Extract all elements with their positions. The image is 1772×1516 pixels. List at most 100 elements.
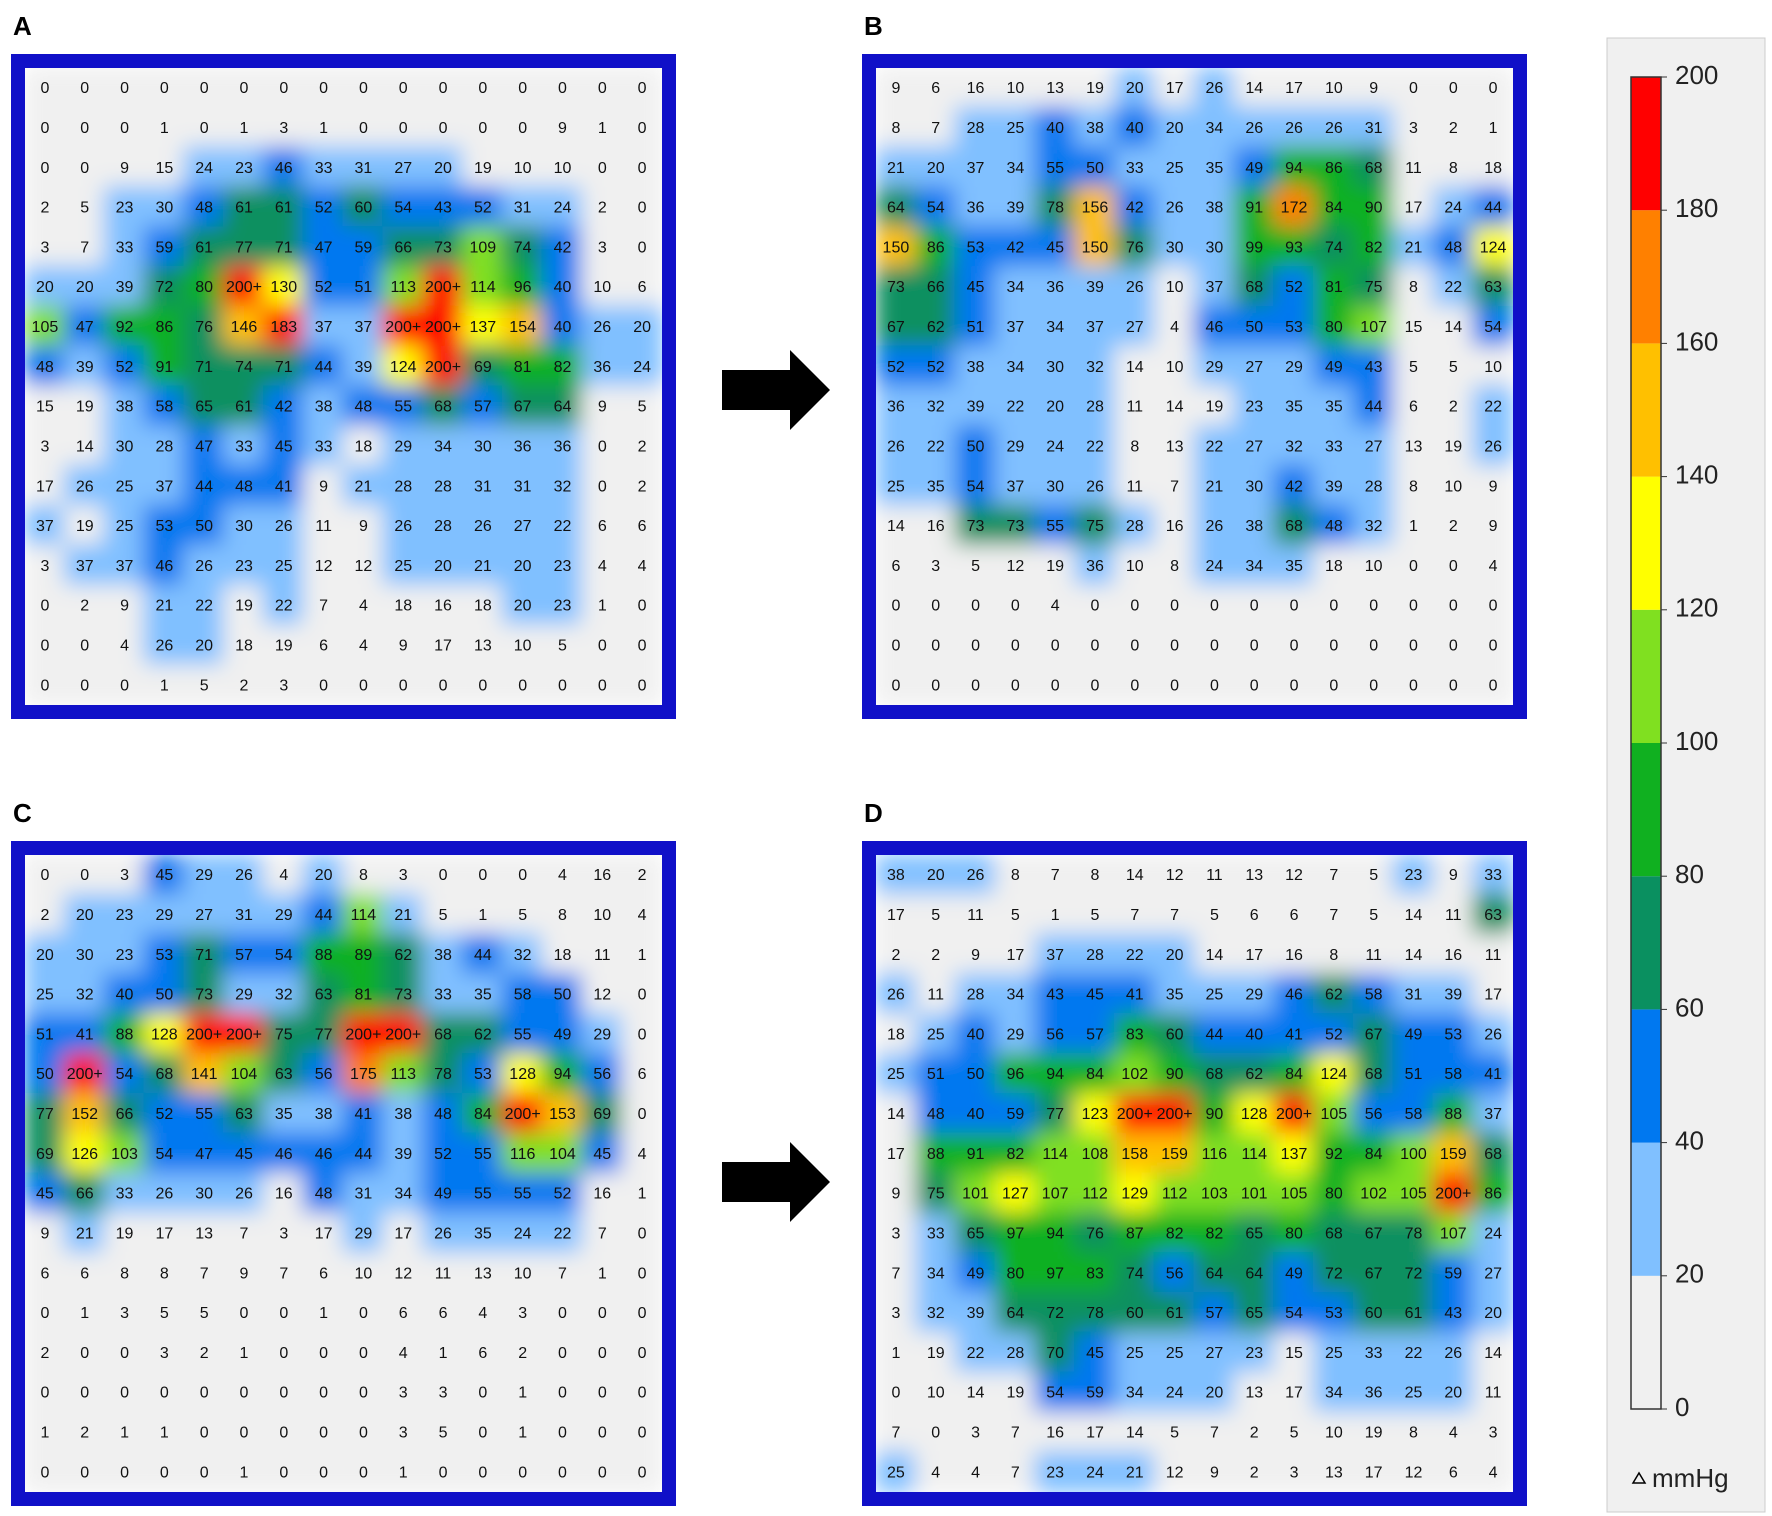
heat-cell <box>1273 1013 1315 1056</box>
heat-cell <box>302 664 345 705</box>
cell-value: 83 <box>1086 1265 1104 1282</box>
heat-cell <box>382 106 425 149</box>
cell-value: 23 <box>116 907 134 924</box>
cell-value: 0 <box>200 1464 209 1481</box>
heat-cell <box>63 1451 106 1492</box>
heat-cell <box>1233 465 1276 507</box>
heat-cell <box>382 664 425 705</box>
heat-cell <box>954 68 997 109</box>
cell-value: 10 <box>927 1385 945 1402</box>
cell-value: 28 <box>155 438 173 455</box>
cell-value: 128 <box>1241 1106 1268 1123</box>
heat-cell <box>25 1291 66 1334</box>
heat-cell <box>1034 855 1077 896</box>
heat-cell <box>262 1411 305 1454</box>
heat-cell <box>1392 1132 1435 1175</box>
heat-cell <box>1352 1371 1395 1414</box>
heat-cell <box>1392 1212 1435 1255</box>
cell-value: 3 <box>439 1385 448 1402</box>
heat-cell <box>63 106 106 149</box>
heat-cell <box>954 933 997 976</box>
heat-cell <box>143 68 186 109</box>
heat-cell <box>914 504 957 547</box>
heat-cell <box>461 266 504 308</box>
heat-cell <box>1352 1092 1395 1135</box>
cell-value: 0 <box>478 1425 487 1442</box>
heat-cell <box>581 1371 624 1414</box>
heat-cell <box>541 933 584 976</box>
cell-value: 0 <box>319 1385 328 1402</box>
heat-cell <box>954 305 997 348</box>
heat-cell <box>1312 226 1355 269</box>
heat-cell <box>1153 624 1196 667</box>
cell-value: 65 <box>195 399 213 416</box>
heat-cell <box>994 933 1037 976</box>
heat-cell <box>1432 855 1475 896</box>
cell-value: 7 <box>891 1265 900 1282</box>
cell-value: 86 <box>927 239 945 256</box>
cell-value: 55 <box>474 1186 492 1203</box>
heat-cell <box>1352 544 1395 587</box>
heat-cell <box>143 146 186 189</box>
heat-cell <box>342 624 385 667</box>
heat-cell <box>143 1411 186 1454</box>
cell-value: 17 <box>315 1225 333 1242</box>
heat-cell <box>422 893 464 936</box>
heat-cell <box>262 933 305 976</box>
heat-cell <box>1233 226 1276 269</box>
heat-cell <box>461 305 504 348</box>
cell-value: 7 <box>1170 478 1179 495</box>
cell-value: 154 <box>509 319 536 336</box>
cell-value: 37 <box>36 518 54 535</box>
heat-cell <box>143 1132 186 1175</box>
heat-cell <box>1312 1252 1355 1294</box>
cell-value: 43 <box>1365 359 1383 376</box>
pressure-map: 9 6 16 10 13 19 20 17 26 14 17 10 9 0 0 08 7 28 25 40 38 40 20… <box>862 54 1527 719</box>
heat-cell <box>954 425 997 468</box>
heat-cell <box>143 1092 186 1135</box>
cell-value: 20 <box>76 907 94 924</box>
cell-value: 0 <box>319 1425 328 1442</box>
heat-cell <box>1153 973 1196 1016</box>
heat-cell <box>954 345 997 388</box>
cell-value: 82 <box>1166 1225 1184 1242</box>
cell-value: 1 <box>1409 518 1418 535</box>
heat-cell <box>1273 584 1315 627</box>
cell-value: 0 <box>120 80 129 97</box>
heat-cell <box>541 544 584 587</box>
cell-value: 0 <box>1409 638 1418 655</box>
heat-cell <box>621 1252 662 1294</box>
cell-value: 0 <box>1091 638 1100 655</box>
heat-cell <box>342 855 385 896</box>
heat-cell <box>302 973 345 1016</box>
cell-value: 26 <box>235 1186 253 1203</box>
heat-cell <box>876 1132 917 1175</box>
cell-value: 3 <box>40 438 49 455</box>
cell-value: 153 <box>549 1106 576 1123</box>
heat-cell <box>876 1053 917 1095</box>
heat-cell <box>342 1172 385 1215</box>
cell-value: 17 <box>887 907 905 924</box>
cell-value: 4 <box>359 598 368 615</box>
heat-cell <box>382 305 425 348</box>
heat-cell <box>954 1092 997 1135</box>
cell-value: 37 <box>315 319 333 336</box>
heat-cell <box>1352 465 1395 507</box>
heat-cell <box>302 146 345 189</box>
heat-cell <box>143 893 186 936</box>
heat-cell <box>1392 385 1435 428</box>
cell-value: 38 <box>1206 200 1224 217</box>
cell-value: 23 <box>116 200 134 217</box>
heat-cell <box>25 1212 66 1255</box>
heat-cell <box>1432 345 1475 388</box>
heat-cell <box>1312 1212 1355 1255</box>
heat-cell <box>621 1132 662 1175</box>
cell-value: 0 <box>931 677 940 694</box>
cell-value: 116 <box>1202 1146 1228 1163</box>
cell-value: 102 <box>1121 1066 1148 1083</box>
heat-cell <box>422 1132 464 1175</box>
cell-value: 52 <box>554 1186 572 1203</box>
cell-value: 114 <box>351 907 377 924</box>
heat-cell <box>621 933 662 976</box>
heat-cell <box>914 1371 957 1414</box>
